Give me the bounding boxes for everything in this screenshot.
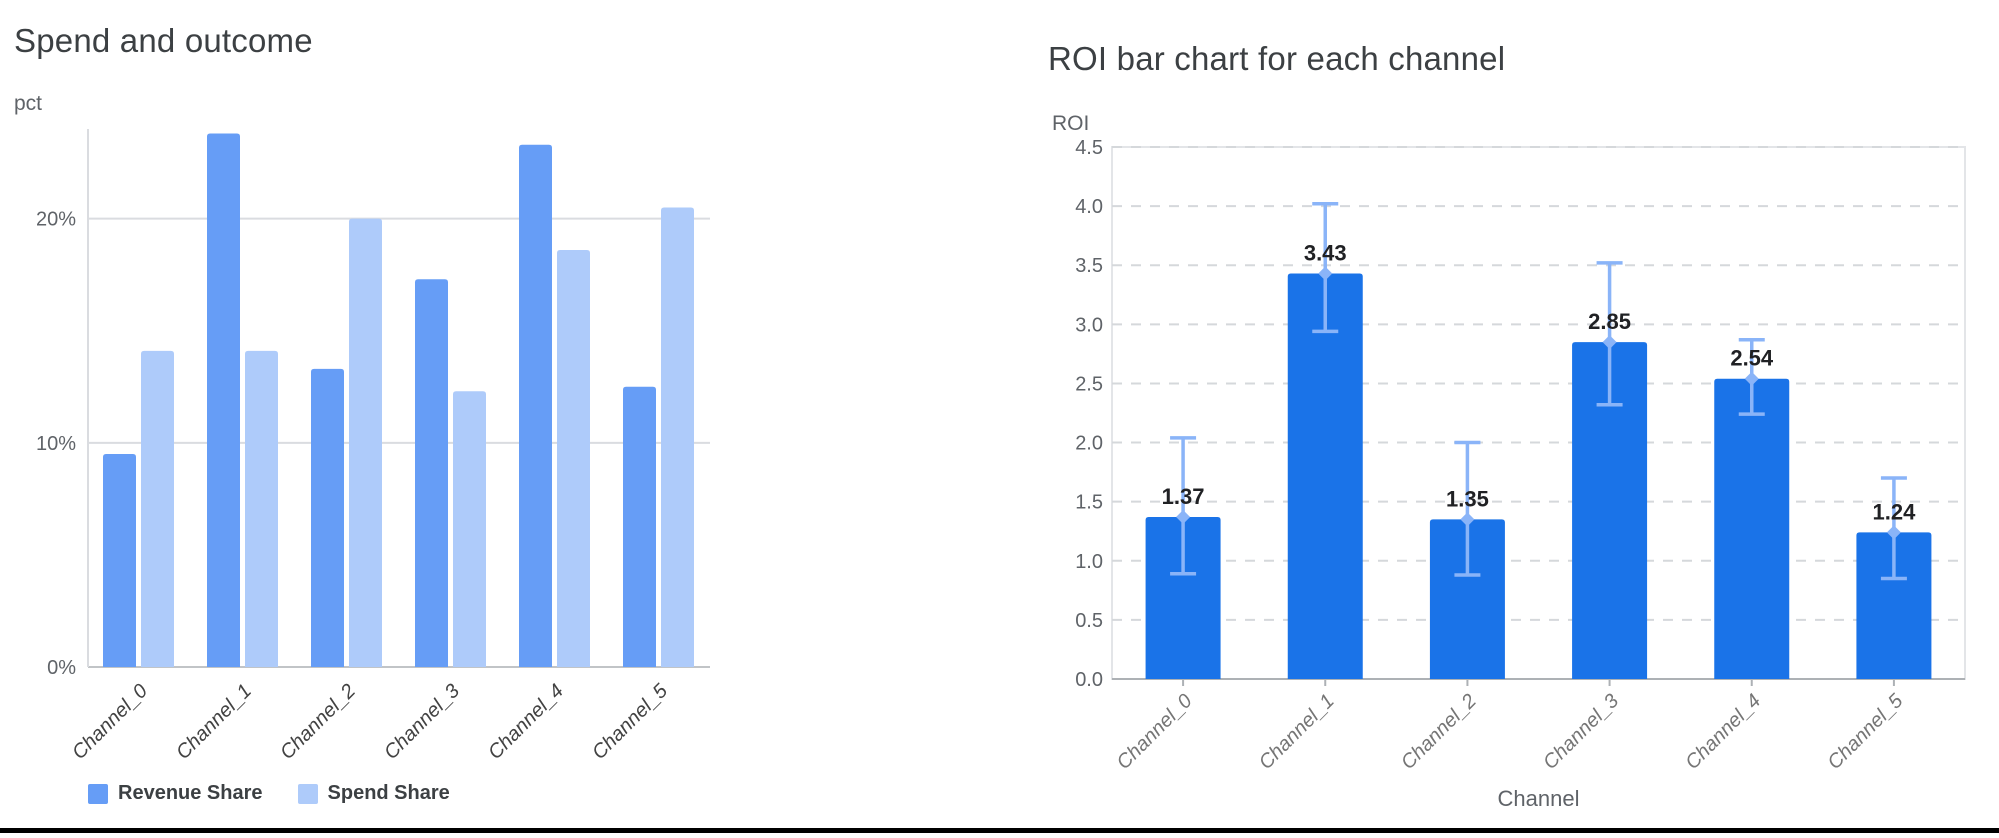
plot-border [1111,146,1966,680]
bar-spend-share-channel_4[interactable] [557,250,590,668]
bar-value-label: 1.37 [1162,484,1205,509]
legend-item-spend-share[interactable]: Spend Share [297,782,450,805]
x-tick-label: Channel_4 [1681,690,1765,774]
y-tick-label: 20% [36,209,76,231]
y-tick-label: 1.0 [1075,551,1103,573]
spend-share-swatch [297,783,318,804]
left-chart-title: Spend and outcome [14,22,313,59]
error-bar-marker [1460,512,1475,527]
bar-roi-channel_1[interactable] [1287,273,1363,679]
legend-label-spend-share: Spend Share [327,782,450,804]
y-tick-label: 2.5 [1075,373,1103,395]
x-tick-label: Channel_2 [1397,690,1481,774]
bar-roi-channel_0[interactable] [1145,517,1221,679]
error-bar-marker [1602,335,1617,350]
bar-roi-channel_4[interactable] [1714,378,1790,679]
bar-revenue-share-channel_4[interactable] [519,144,552,668]
bar-spend-share-channel_3[interactable] [453,391,486,667]
legend-label-revenue-share: Revenue Share [118,782,263,804]
bar-revenue-share-channel_1[interactable] [207,133,240,667]
bar-value-label: 1.35 [1446,486,1489,511]
x-tick-label: Channel_0 [68,680,152,764]
bar-value-label: 1.24 [1873,499,1917,524]
roi-plot: 0.0 0.5 1.0 1.5 2.0 2.5 3.0 3.5 4.0 4.5 1.37 Channe… [1075,137,1966,774]
y-tick-label: 2.0 [1075,433,1103,455]
error-bar-marker [1318,266,1333,281]
y-tick-label: 0.0 [1075,669,1103,691]
bottom-divider [0,828,1999,833]
y-tick-label: 4.5 [1075,137,1103,159]
bar-spend-share-channel_5[interactable] [661,207,694,668]
error-bar-marker [1176,510,1191,525]
y-tick-label: 0.5 [1075,610,1103,632]
y-tick-label: 4.0 [1075,196,1103,218]
revenue-share-swatch [88,783,108,804]
y-tick-label: 3.0 [1075,314,1103,336]
bar-value-label: 2.54 [1730,346,1774,371]
bar-value-label: 3.43 [1304,240,1347,265]
y-tick-label: 0% [47,657,76,679]
bar-roi-channel_5[interactable] [1856,532,1932,679]
left-y-axis-title: pct [14,92,43,115]
y-tick-label: 3.5 [1075,255,1103,277]
bar-spend-share-channel_1[interactable] [245,350,278,667]
x-tick-label: Channel_5 [1823,689,1908,774]
y-tick-label: 10% [36,433,76,455]
x-tick-label: Channel_2 [276,680,360,764]
bar-revenue-share-channel_0[interactable] [103,454,136,667]
x-tick-label: Channel_1 [172,680,256,764]
bar-revenue-share-channel_3[interactable] [415,279,448,667]
bar-spend-share-channel_0[interactable] [141,350,174,667]
bar-spend-share-channel_2[interactable] [349,218,382,667]
bar-revenue-share-channel_5[interactable] [623,386,656,667]
x-tick-label: Channel_4 [484,680,568,764]
right-y-axis-title: ROI [1052,112,1090,135]
x-tick-label: Channel_5 [588,679,673,764]
left-chart-legend: Revenue Share Spend Share [88,782,485,805]
right-chart-title: ROI bar chart for each channel [1048,40,1506,77]
x-tick-label: Channel_3 [1539,690,1623,774]
x-tick-label: Channel_1 [1255,690,1339,774]
legend-item-revenue-share[interactable]: Revenue Share [88,782,263,805]
y-tick-label: 1.5 [1075,492,1103,514]
right-x-axis-title: Channel [1497,786,1580,811]
x-tick-label: Channel_0 [1113,690,1197,774]
error-bar-marker [1886,525,1901,540]
bar-value-label: 2.85 [1588,309,1631,334]
bar-roi-channel_2[interactable] [1429,519,1505,679]
x-tick-label: Channel_3 [380,680,464,764]
spend-outcome-plot: 0%10%20%Channel_0 Channel_1 Channel_2 Chann… [36,129,710,764]
bar-roi-channel_3[interactable] [1572,342,1648,679]
error-bar-marker [1744,371,1759,386]
bar-revenue-share-channel_2[interactable] [311,368,344,667]
